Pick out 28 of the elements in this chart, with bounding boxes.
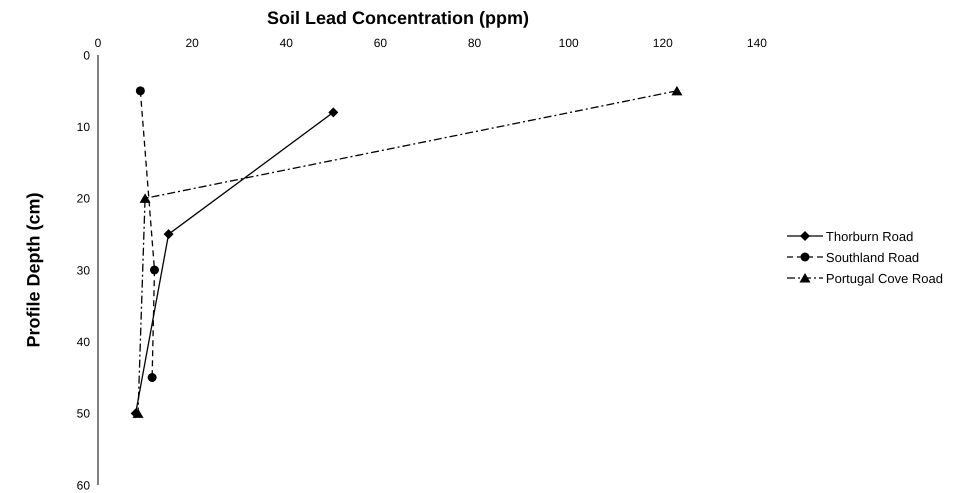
x-tick-label: 100	[558, 36, 579, 50]
legend-label: Southland Road	[826, 250, 920, 264]
x-axis-title: Soil Lead Concentration (ppm)	[266, 8, 530, 30]
point	[148, 373, 157, 382]
y-tick-label: 0	[83, 48, 90, 62]
y-tick-label: 10	[76, 120, 90, 134]
x-tick-label: 140	[746, 36, 768, 50]
x-tick-label: 80	[468, 36, 482, 50]
x-tick-label: 40	[280, 36, 294, 50]
y-tick-label: 20	[76, 192, 90, 206]
x-tick-label: 0	[94, 36, 102, 50]
point	[328, 107, 338, 118]
point	[136, 86, 145, 96]
x-tick-label: 60	[374, 36, 388, 50]
point	[164, 229, 174, 240]
x-tick-label: 120	[652, 36, 674, 50]
y-tick-label: 50	[76, 406, 90, 421]
point	[130, 408, 141, 418]
x-tick-label: 20	[185, 36, 200, 50]
y-tick-label: 40	[76, 334, 90, 349]
legend-label: Thorburn Road	[826, 228, 914, 244]
y-tick-label: 30	[76, 263, 90, 278]
point	[140, 193, 151, 203]
point	[150, 266, 159, 274]
y-axis-title: Profile Depth (cm)	[23, 192, 44, 348]
y-tick-label: 60	[76, 478, 90, 492]
point	[671, 86, 682, 96]
legend-label: Portugal Cove Road	[826, 270, 943, 286]
